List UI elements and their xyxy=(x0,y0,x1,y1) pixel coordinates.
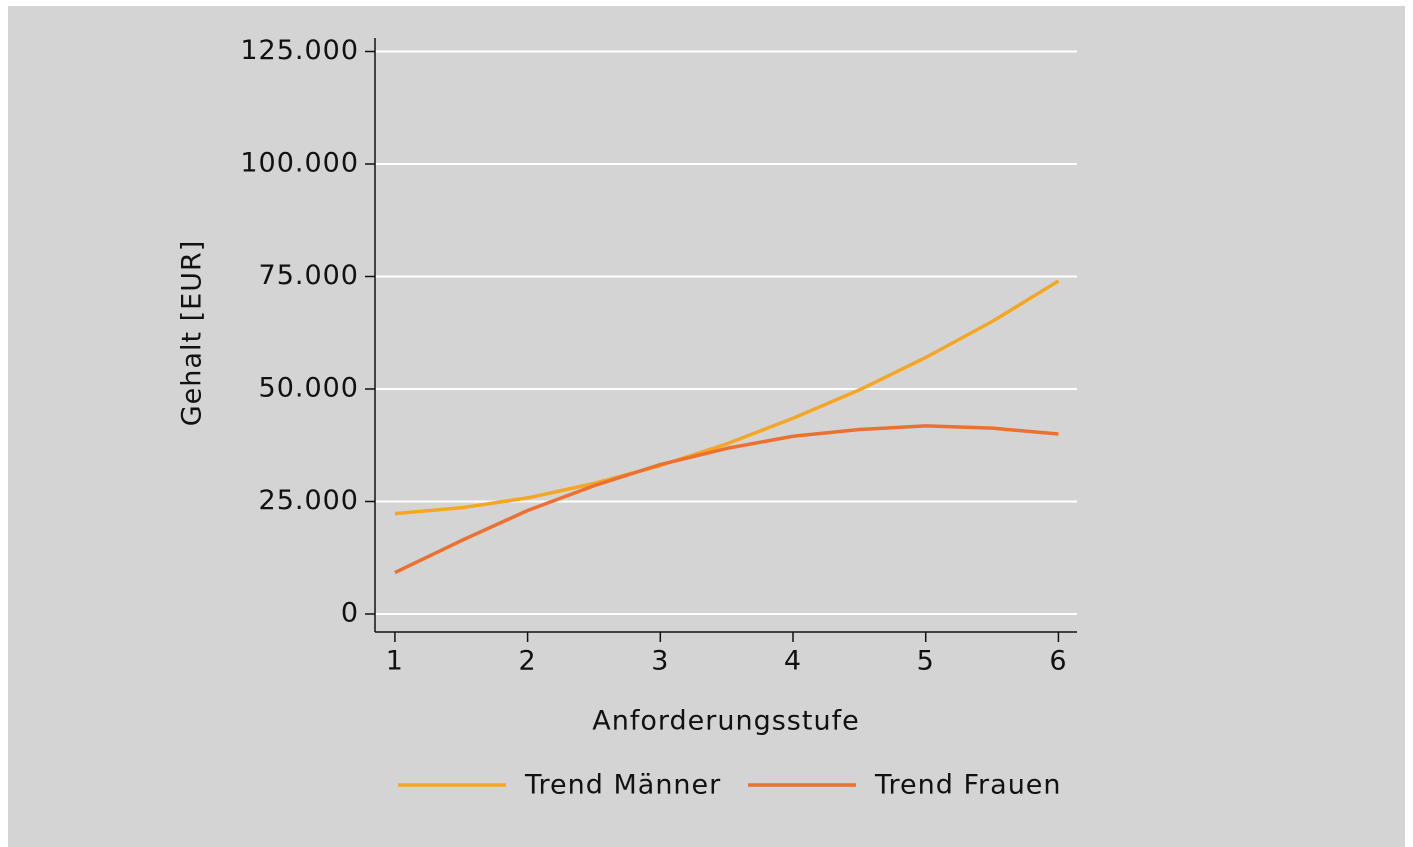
x-tick-label: 2 xyxy=(519,646,537,677)
x-tick-label: 3 xyxy=(651,646,669,677)
y-tick-label: 0 xyxy=(341,598,359,629)
x-tick-label: 4 xyxy=(784,646,802,677)
y-tick-label: 125.000 xyxy=(240,35,359,66)
legend-label: Trend Frauen xyxy=(874,770,1062,801)
line-series xyxy=(394,279,1060,516)
line-series xyxy=(394,424,1059,575)
y-tick-label: 50.000 xyxy=(259,373,359,404)
y-axis-title: Gehalt [EUR] xyxy=(177,240,208,427)
y-tick-label: 75.000 xyxy=(259,260,359,291)
legend-label: Trend Männer xyxy=(524,770,721,801)
x-tick-label: 5 xyxy=(917,646,935,677)
y-tick-label: 25.000 xyxy=(259,485,359,516)
chart-background xyxy=(8,6,1405,847)
x-axis-title: Anforderungsstufe xyxy=(592,706,859,737)
y-tick-label: 100.000 xyxy=(240,148,359,179)
x-tick-label: 1 xyxy=(386,646,404,677)
x-tick-label: 6 xyxy=(1049,646,1067,677)
